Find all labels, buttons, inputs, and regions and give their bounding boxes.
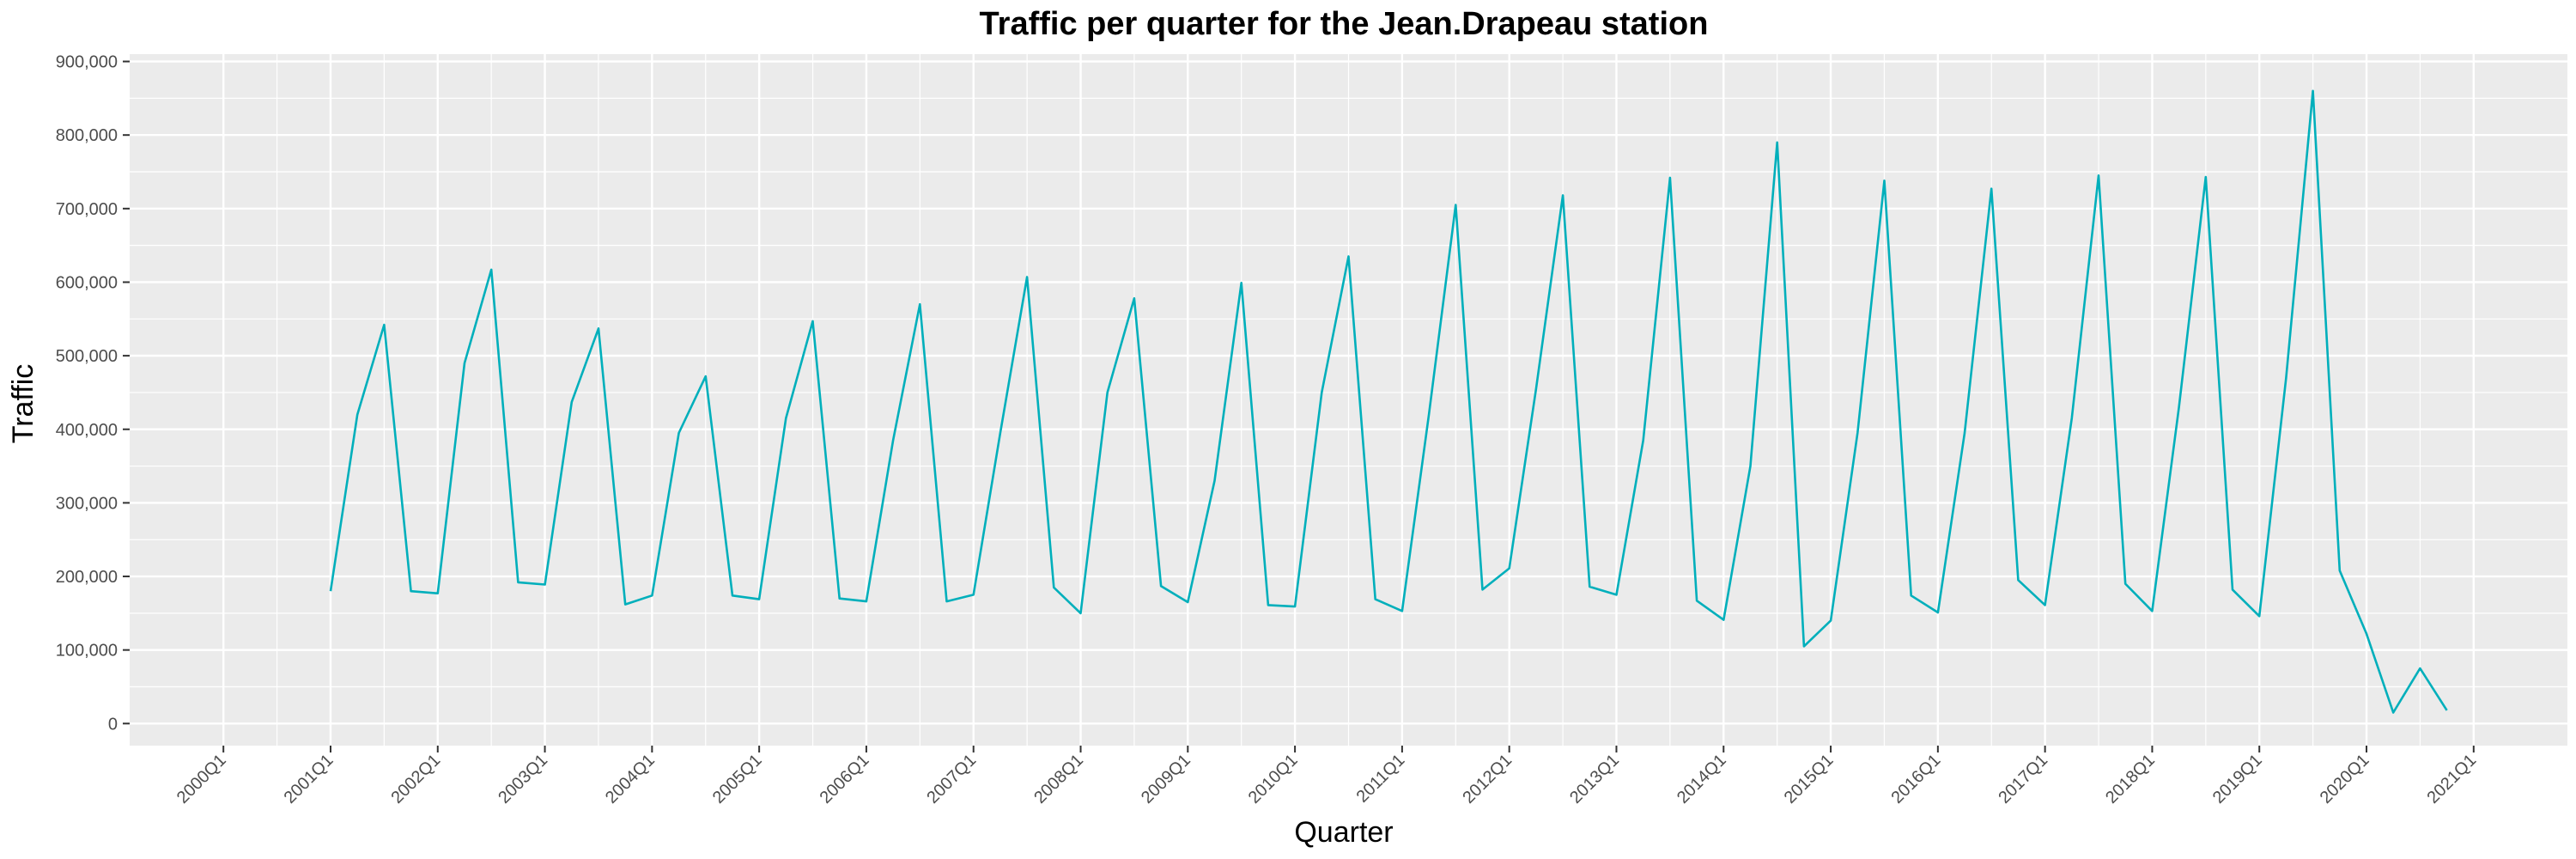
- x-tick-label: 2009Q1: [1138, 751, 1194, 807]
- x-tick-label: 2020Q1: [2317, 751, 2373, 807]
- y-tick-label: 100,000: [56, 642, 118, 661]
- x-axis: 2000Q1 2001Q1 2002Q1 2003Q1 2004Q1 2005Q1 2006…: [173, 746, 2480, 807]
- y-tick-label: 900,000: [56, 53, 118, 72]
- series-line: [329, 89, 2448, 714]
- x-tick-label: 2013Q1: [1566, 751, 1623, 807]
- minor-gridlines: [130, 54, 2567, 746]
- x-tick-label: 2012Q1: [1459, 751, 1516, 807]
- x-tick-label: 2001Q1: [281, 751, 337, 807]
- series-layer: [329, 89, 2448, 714]
- x-tick-label: 2008Q1: [1030, 751, 1087, 807]
- x-tick-label: 2017Q1: [1995, 751, 2051, 807]
- x-tick-label: 2018Q1: [2102, 751, 2159, 807]
- x-tick-label: 2010Q1: [1245, 751, 1302, 807]
- y-tick-label: 700,000: [56, 200, 118, 219]
- y-axis-title: Traffic: [7, 364, 39, 444]
- y-tick-label: 200,000: [56, 568, 118, 587]
- y-tick-label: 400,000: [56, 421, 118, 440]
- x-tick-label: 2007Q1: [923, 751, 980, 807]
- x-tick-label: 2006Q1: [817, 751, 873, 807]
- y-tick-label: 500,000: [56, 347, 118, 366]
- x-axis-title: Quarter: [1294, 816, 1393, 849]
- x-tick-label: 2005Q1: [709, 751, 766, 807]
- x-tick-label: 2000Q1: [173, 751, 230, 807]
- x-tick-label: 2004Q1: [602, 751, 659, 807]
- x-tick-label: 2002Q1: [387, 751, 444, 807]
- y-tick-label: 600,000: [56, 273, 118, 292]
- y-tick-label: 800,000: [56, 126, 118, 145]
- x-tick-label: 2015Q1: [1781, 751, 1838, 807]
- x-tick-label: 2019Q1: [2209, 751, 2266, 807]
- x-tick-label: 2003Q1: [495, 751, 551, 807]
- y-axis: 0 100,000 200,000 300,000 400,000 500,000 600,…: [56, 53, 130, 734]
- y-tick-label: 0: [108, 715, 118, 734]
- x-tick-label: 2021Q1: [2423, 751, 2480, 807]
- x-tick-label: 2011Q1: [1353, 751, 1409, 807]
- x-tick-label: 2014Q1: [1674, 751, 1730, 807]
- major-gridlines: [130, 54, 2567, 746]
- y-tick-label: 300,000: [56, 494, 118, 513]
- x-tick-label: 2016Q1: [1888, 751, 1945, 807]
- chart-title: Traffic per quarter for the Jean.Drapeau…: [980, 6, 1709, 42]
